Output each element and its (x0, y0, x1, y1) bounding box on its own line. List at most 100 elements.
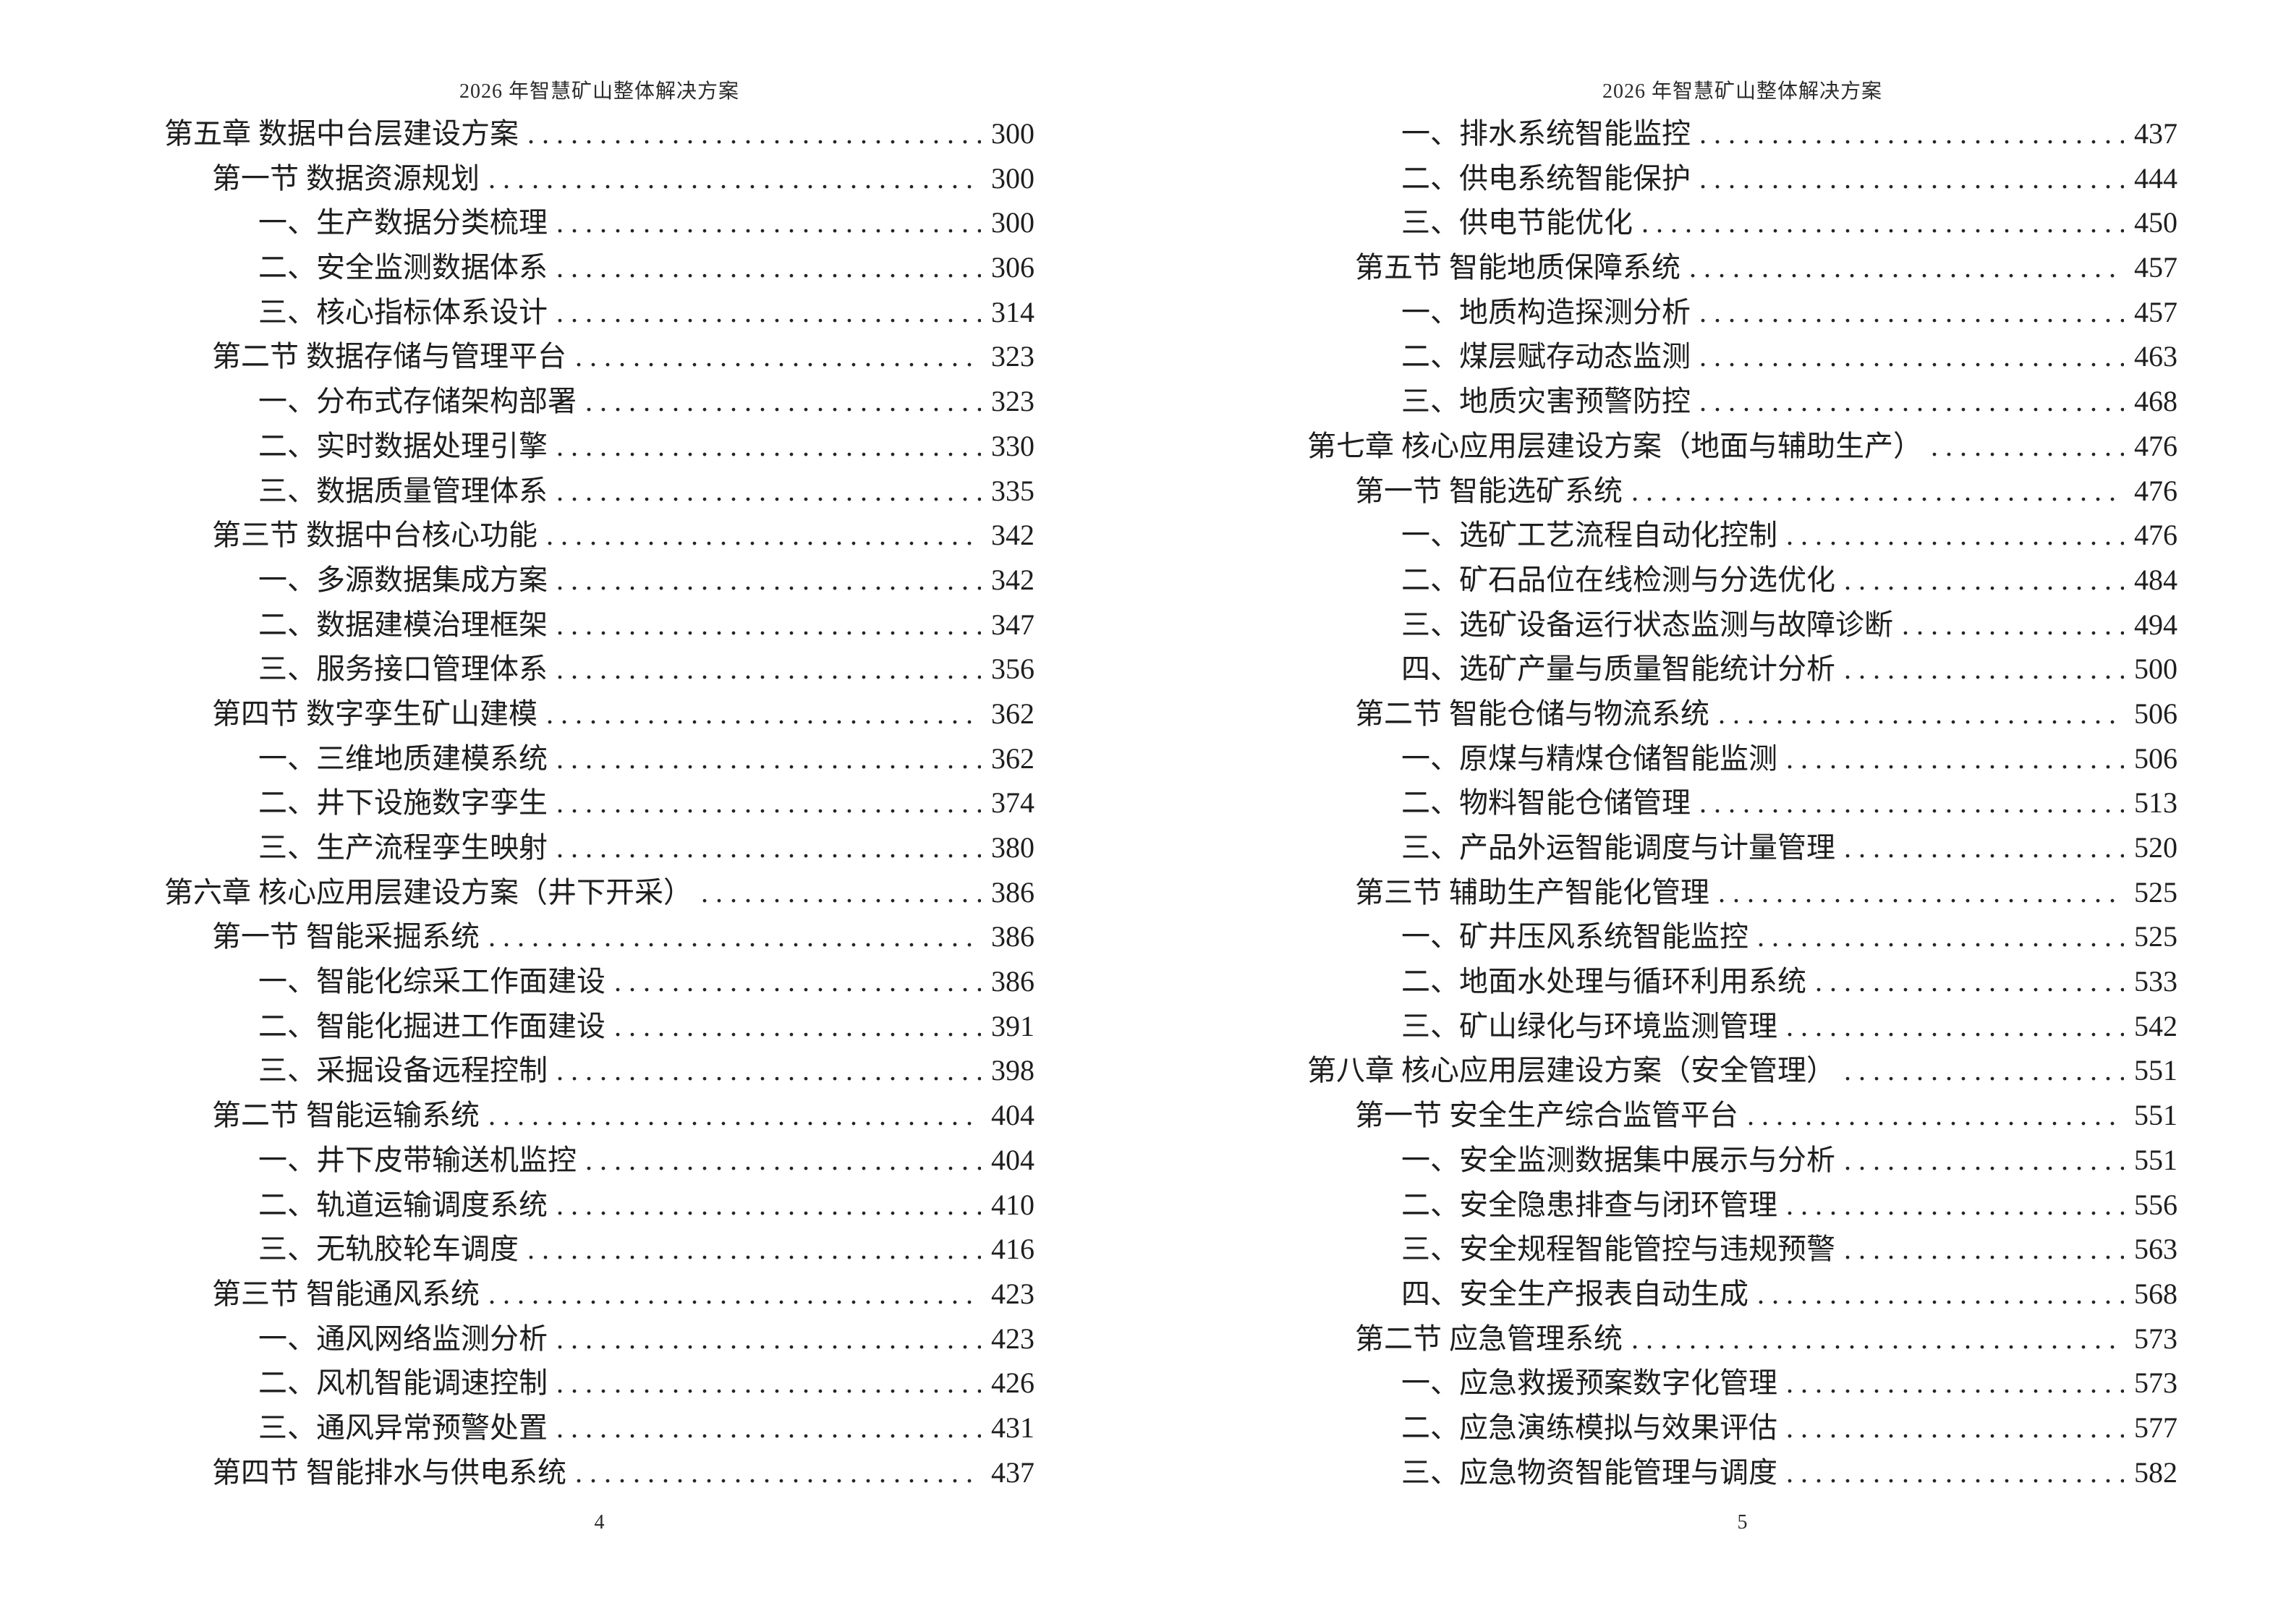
toc-entry-title: 一、应急救援预案数字化管理 (1401, 1366, 1777, 1400)
page-header: 2026 年智慧矿山整体解决方案 (1602, 80, 1882, 103)
dot-leader: ........................................… (488, 1099, 981, 1132)
toc-entry-title: 第二节 智能运输系统 (212, 1099, 480, 1132)
toc-entry-page: 573 (2134, 1366, 2177, 1400)
toc-entry-page: 568 (2134, 1277, 2177, 1310)
toc-entry-title: 二、地面水处理与循环利用系统 (1401, 965, 1806, 998)
toc-entry: 三、核心指标体系设计..............................… (164, 290, 1034, 335)
toc-list: 第五章 数据中台层建设方案...........................… (164, 111, 1034, 1495)
toc-entry-title: 一、排水系统智能监控 (1401, 117, 1691, 150)
toc-entry-title: 一、生产数据分类梳理 (258, 206, 548, 239)
toc-entry-title: 第一节 安全生产综合监管平台 (1355, 1099, 1738, 1132)
dot-leader: ........................................… (1786, 1366, 2124, 1400)
toc-entry: 二、煤层赋存动态监测..............................… (1307, 334, 2177, 379)
toc-page-right: 2026 年智慧矿山整体解决方案 一、排水系统智能监控.............… (1143, 0, 2286, 1624)
dot-leader: ........................................… (556, 741, 981, 775)
toc-entry-page: 494 (2134, 608, 2177, 641)
toc-entry-page: 300 (991, 161, 1034, 195)
toc-entry-title: 第五节 智能地质保障系统 (1355, 251, 1680, 284)
toc-entry-title: 三、采掘设备远程控制 (258, 1054, 548, 1087)
toc-entry: 二、轨道运输调度系统..............................… (164, 1183, 1034, 1228)
toc-entry-title: 二、智能化掘进工作面建设 (258, 1009, 606, 1042)
toc-entry: 二、物料智能仓储管理..............................… (1307, 781, 2177, 825)
toc-entry-title: 一、分布式存储架构部署 (258, 385, 577, 418)
toc-entry-title: 四、选矿产量与质量智能统计分析 (1401, 652, 1835, 686)
toc-entry-title: 一、多源数据集成方案 (258, 563, 548, 596)
dot-leader: ........................................… (556, 831, 981, 864)
page-header: 2026 年智慧矿山整体解决方案 (459, 80, 739, 103)
dot-leader: ........................................… (1786, 1188, 2124, 1221)
toc-entry-title: 第三节 辅助生产智能化管理 (1355, 875, 1709, 909)
toc-entry-page: 577 (2134, 1411, 2177, 1444)
toc-entry: 第三节 辅助生产智能化管理...........................… (1307, 870, 2177, 915)
toc-entry: 一、分布式存储架构部署.............................… (164, 379, 1034, 424)
dot-leader: ........................................… (527, 117, 981, 150)
toc-entry-page: 314 (991, 295, 1034, 328)
toc-entry: 三、应急物资智能管理与调度...........................… (1307, 1450, 2177, 1495)
toc-entry-page: 362 (991, 697, 1034, 730)
toc-entry-page: 437 (991, 1455, 1034, 1489)
toc-entry-page: 386 (991, 920, 1034, 953)
dot-leader: ........................................… (1844, 1143, 2124, 1176)
dot-leader: ........................................… (1844, 1054, 2124, 1087)
toc-entry-title: 二、煤层赋存动态监测 (1401, 340, 1691, 373)
toc-entry-title: 第六章 核心应用层建设方案（井下开采） (164, 875, 692, 909)
toc-entry-title: 一、选矿工艺流程自动化控制 (1401, 519, 1777, 552)
dot-leader: ........................................… (527, 1233, 981, 1266)
dot-leader: ........................................… (1844, 1233, 2124, 1266)
toc-entry-page: 437 (2134, 117, 2177, 150)
dot-leader: ........................................… (556, 1054, 981, 1087)
dot-leader: ........................................… (1699, 340, 2124, 373)
toc-entry-title: 三、供电节能优化 (1401, 206, 1633, 239)
toc-entry-title: 第二节 应急管理系统 (1355, 1322, 1623, 1355)
toc-entry: 三、采掘设备远程控制..............................… (164, 1048, 1034, 1093)
toc-entry-title: 二、井下设施数字孪生 (258, 786, 548, 820)
toc-entry-page: 300 (991, 206, 1034, 239)
toc-entry: 二、安全隐患排查与闭环管理...........................… (1307, 1183, 2177, 1228)
dot-leader: ........................................… (585, 1143, 981, 1176)
toc-entry: 一、排水系统智能监控..............................… (1307, 111, 2177, 156)
toc-entry-page: 513 (2134, 786, 2177, 820)
toc-entry: 第一节 安全生产综合监管平台..........................… (1307, 1093, 2177, 1138)
toc-page-left: 2026 年智慧矿山整体解决方案 第五章 数据中台层建设方案..........… (164, 80, 1034, 1534)
toc-entry-title: 一、安全监测数据集中展示与分析 (1401, 1143, 1835, 1176)
toc-entry: 一、地质构造探测分析..............................… (1307, 290, 2177, 335)
toc-entry-title: 二、安全隐患排查与闭环管理 (1401, 1188, 1777, 1221)
toc-entry-title: 三、安全规程智能管控与违规预警 (1401, 1233, 1835, 1266)
dot-leader: ........................................… (575, 340, 981, 373)
toc-entry-page: 410 (991, 1188, 1034, 1221)
toc-entry: 二、智能化掘进工作面建设............................… (164, 1004, 1034, 1049)
toc-entry-page: 542 (2134, 1009, 2177, 1042)
toc-entry: 三、矿山绿化与环境监测管理...........................… (1307, 1004, 2177, 1049)
toc-entry-page: 484 (2134, 563, 2177, 596)
dot-leader: ........................................… (1844, 831, 2124, 864)
toc-entry: 一、多源数据集成方案..............................… (164, 558, 1034, 603)
dot-leader: ........................................… (556, 474, 981, 507)
toc-entry: 一、三维地质建模系统..............................… (164, 736, 1034, 781)
toc-entry: 一、安全监测数据集中展示与分析.........................… (1307, 1138, 2177, 1183)
toc-entry-title: 三、服务接口管理体系 (258, 652, 548, 686)
toc-entry-title: 一、地质构造探测分析 (1401, 295, 1691, 328)
dot-leader: ........................................… (488, 161, 981, 195)
toc-entry-title: 二、安全监测数据体系 (258, 251, 548, 284)
dot-leader: ........................................… (1699, 385, 2124, 418)
toc-entry-page: 391 (991, 1009, 1034, 1042)
toc-entry-page: 444 (2134, 161, 2177, 195)
toc-entry: 第七章 核心应用层建设方案（地面与辅助生产）..................… (1307, 424, 2177, 469)
dot-leader: ........................................… (1757, 920, 2124, 953)
dot-leader: ........................................… (1786, 741, 2124, 775)
dot-leader: ........................................… (556, 295, 981, 328)
toc-entry-page: 323 (991, 385, 1034, 418)
toc-entry: 第五节 智能地质保障系统............................… (1307, 245, 2177, 290)
dot-leader: ........................................… (488, 1277, 981, 1310)
toc-entry: 第六章 核心应用层建设方案（井下开采）.....................… (164, 870, 1034, 915)
toc-entry-title: 三、核心指标体系设计 (258, 295, 548, 328)
toc-entry: 四、选矿产量与质量智能统计分析.........................… (1307, 647, 2177, 692)
toc-entry: 三、安全规程智能管控与违规预警.........................… (1307, 1227, 2177, 1272)
toc-entry-page: 556 (2134, 1188, 2177, 1221)
toc-entry: 第二节 智能运输系统..............................… (164, 1093, 1034, 1138)
dot-leader: ........................................… (546, 519, 981, 552)
toc-entry: 二、应急演练模拟与效果评估...........................… (1307, 1406, 2177, 1450)
toc-entry-title: 二、矿石品位在线检测与分选优化 (1401, 563, 1835, 596)
toc-entry-title: 二、轨道运输调度系统 (258, 1188, 548, 1221)
